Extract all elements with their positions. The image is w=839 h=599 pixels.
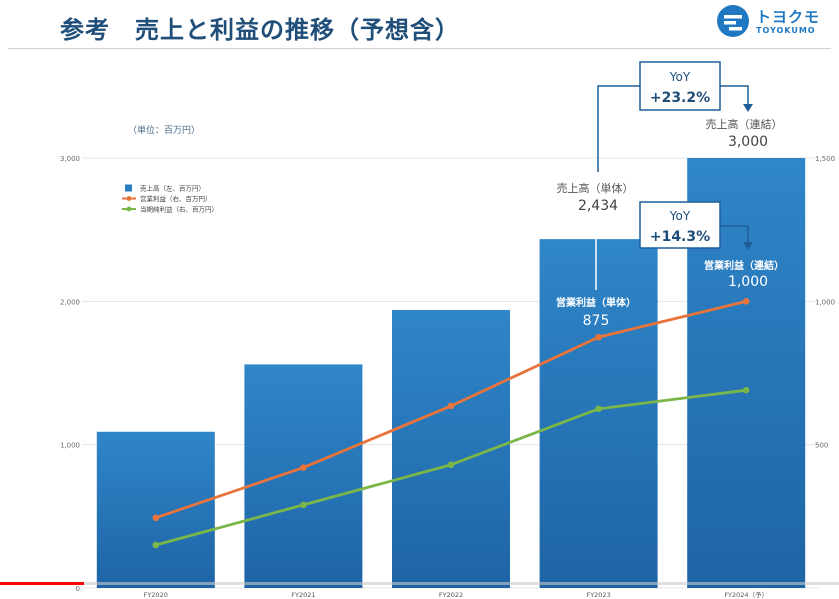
sales-2024-value: 3,000 <box>728 134 768 150</box>
operating-profit-point <box>595 333 602 341</box>
legend-swatch <box>126 206 132 212</box>
cloud-logo-icon <box>717 5 749 37</box>
yoy-sales-box <box>639 61 721 111</box>
sales-2023-value: 2,434 <box>578 198 618 214</box>
category-label: FY2023 <box>586 591 610 599</box>
yoy-op-label: YoY <box>669 209 691 223</box>
net-profit-point <box>300 501 307 509</box>
category-label: FY2020 <box>144 591 168 599</box>
operating-profit-point <box>152 514 160 522</box>
net-profit-point <box>447 461 455 469</box>
yoy-sales-bracket <box>720 85 749 106</box>
yoy-sales-value: +23.2% <box>650 90 710 106</box>
operating-profit-point <box>742 298 750 305</box>
yoy-op-value: +14.3% <box>650 229 710 245</box>
left-tick-label: 1,000 <box>60 442 80 450</box>
yoy-sales-bracket <box>597 85 640 172</box>
sales-bar <box>96 431 215 588</box>
logo-text-en: TOYOKUMO <box>756 26 816 35</box>
net-profit-point <box>595 405 602 413</box>
op-2024-value: 1,000 <box>728 274 768 290</box>
category-label: FY2021 <box>291 591 315 599</box>
legend-label: 売上高（左、百万円） <box>140 184 205 193</box>
right-tick-label: 1,000 <box>815 298 835 306</box>
lines <box>152 298 750 549</box>
left-tick-label: 3,000 <box>60 155 80 163</box>
yoy-sales-label: YoY <box>669 70 691 84</box>
legend-swatch <box>126 196 132 201</box>
operating-profit-point <box>447 402 455 410</box>
unit-label: （単位：百万円） <box>128 124 200 136</box>
video-progress-fill <box>0 582 84 585</box>
op-2024-label: 営業利益（連結） <box>704 259 784 272</box>
right-tick-label: 500 <box>815 442 828 450</box>
left-tick-label: 0 <box>76 585 80 593</box>
operating-profit-point <box>300 464 307 471</box>
logo-text-jp: トヨクモ <box>756 8 821 26</box>
legend-label: 当期純利益（右、百万円） <box>140 205 218 214</box>
sales-profit-chart: 0 1,000 2,000 3,000 500 1,000 1,500 （単位：百万円） FY2… <box>60 61 835 599</box>
yoy-op-bracket <box>720 225 749 244</box>
left-tick-label: 2,000 <box>60 298 80 306</box>
sales-2024-label: 売上高（連結） <box>706 117 783 131</box>
yoy-op-box <box>639 201 721 249</box>
video-progress-track[interactable] <box>0 582 839 585</box>
net-profit-point <box>152 541 160 549</box>
net-profit-point <box>742 386 750 394</box>
title-divider <box>8 48 831 49</box>
bars <box>96 158 806 589</box>
sales-bar <box>539 239 658 589</box>
yoy-sales-arrow <box>743 104 753 112</box>
right-tick-label: 1,500 <box>815 155 835 163</box>
op-2023-value: 875 <box>583 313 610 329</box>
category-label: FY2024（予） <box>724 591 768 599</box>
category-label: FY2022 <box>439 591 463 599</box>
sales-2023-label: 売上高（単体） <box>557 181 634 195</box>
legend-label: 営業利益（右、百万円） <box>140 194 212 203</box>
chart-legend: 売上高（左、百万円）営業利益（右、百万円） 当期純利益（右、百万円） <box>122 184 218 214</box>
op-2023-label: 営業利益（単体） <box>556 296 636 309</box>
yoy-op-bracket <box>595 225 640 290</box>
yoy-op-arrow <box>743 242 753 250</box>
sales-bar <box>244 364 363 588</box>
annotations: 売上高（単体） 2,434 売上高（連結） 3,000 営業利益（単体） 875 営業利益（… <box>556 61 784 329</box>
toyokumo-logo: トヨクモ TOYOKUMO <box>716 4 826 44</box>
page-title: 参考 売上と利益の推移（予想含） <box>60 16 460 44</box>
axes: 0 1,000 2,000 3,000 500 1,000 1,500 （単位：百万円） FY2… <box>60 124 835 599</box>
legend-swatch <box>125 184 132 192</box>
title-bar: 参考 売上と利益の推移（予想含） トヨクモ TOYOKUMO <box>0 0 839 50</box>
